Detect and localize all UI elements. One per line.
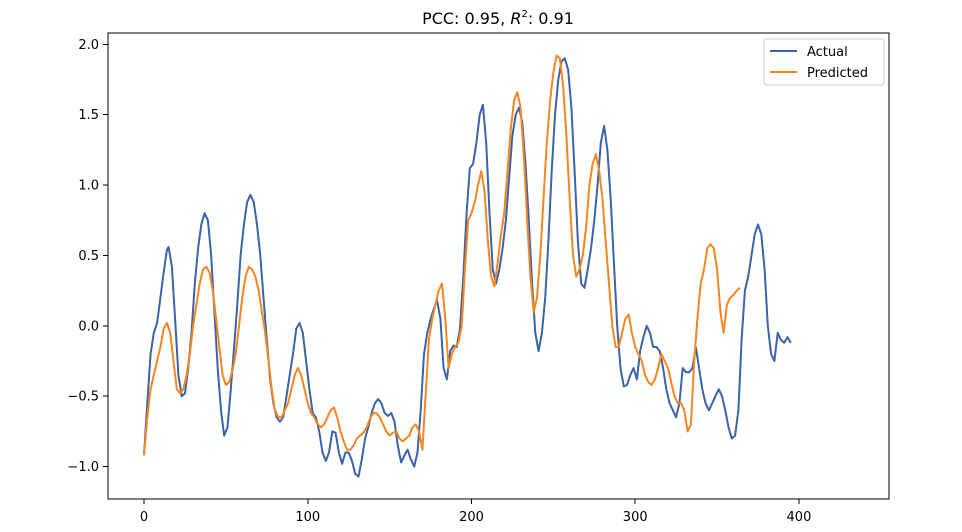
y-tick-label: 1.0 xyxy=(78,179,99,194)
x-tick-label: 200 xyxy=(459,510,484,525)
chart-title-r2-superscript: 2 xyxy=(521,9,527,20)
y-tick-label: 0.0 xyxy=(78,319,99,334)
legend-label-predicted: Predicted xyxy=(807,66,868,81)
y-tick-label: 0.5 xyxy=(78,249,99,264)
chart-title: PCC: 0.95, R2: 0.91 xyxy=(422,9,574,28)
y-tick-label: −1.0 xyxy=(67,460,99,475)
chart-title-r2-symbol: R xyxy=(510,9,521,28)
x-tick-label: 300 xyxy=(623,510,648,525)
chart-legend: Actual Predicted xyxy=(763,38,885,86)
x-axis-ticks: 0 100 200 300 400 xyxy=(140,499,811,525)
x-tick-label: 0 xyxy=(140,510,148,525)
chart-title-text: PCC: 0.95, xyxy=(422,9,510,28)
legend-label-actual: Actual xyxy=(807,45,848,60)
plot-area-frame xyxy=(107,32,890,500)
y-tick-label: 1.5 xyxy=(78,108,99,123)
y-axis-ticks: −1.0 −0.5 0.0 0.5 1.0 1.5 2.0 xyxy=(67,38,108,475)
x-tick-label: 400 xyxy=(787,510,812,525)
series-line-actual xyxy=(143,57,792,478)
x-tick-label: 100 xyxy=(295,510,320,525)
y-tick-label: 2.0 xyxy=(78,38,99,53)
series-line-predicted xyxy=(143,54,741,456)
series-layer xyxy=(143,54,792,478)
chart-title-r2-value: : 0.91 xyxy=(528,9,574,28)
y-tick-label: −0.5 xyxy=(67,390,99,405)
